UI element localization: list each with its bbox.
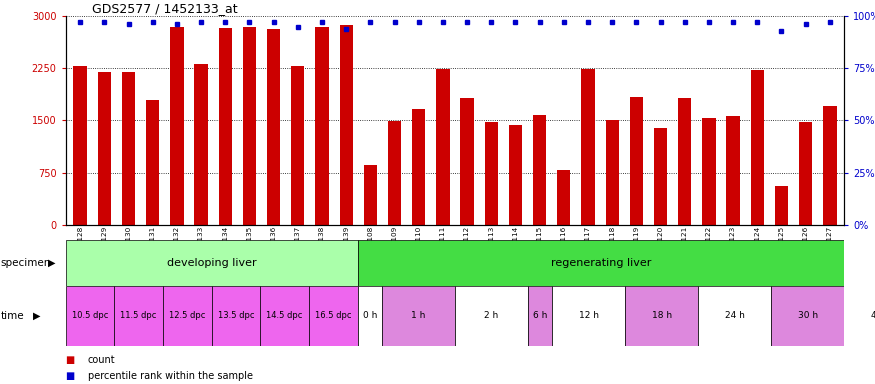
Bar <box>358 240 844 286</box>
Bar <box>194 64 207 225</box>
Text: percentile rank within the sample: percentile rank within the sample <box>88 371 253 381</box>
Bar <box>485 122 498 225</box>
Bar <box>844 286 875 346</box>
Bar <box>460 98 473 225</box>
Bar <box>508 124 522 225</box>
Text: 11.5 dpc: 11.5 dpc <box>121 311 157 320</box>
Bar <box>772 286 844 346</box>
Bar <box>66 240 358 286</box>
Text: 12 h: 12 h <box>579 311 598 320</box>
Text: ■: ■ <box>66 355 75 365</box>
Bar <box>799 122 812 225</box>
Bar <box>122 73 135 225</box>
Text: GDS2577 / 1452133_at: GDS2577 / 1452133_at <box>92 2 237 15</box>
Text: 18 h: 18 h <box>652 311 672 320</box>
Bar <box>382 286 455 346</box>
Bar <box>581 69 595 225</box>
Bar <box>115 286 163 346</box>
Text: 14.5 dpc: 14.5 dpc <box>267 311 303 320</box>
Bar <box>630 97 643 225</box>
Text: 13.5 dpc: 13.5 dpc <box>218 311 255 320</box>
Bar <box>823 106 836 225</box>
Text: 1 h: 1 h <box>411 311 425 320</box>
Text: 6 h: 6 h <box>533 311 548 320</box>
Bar <box>171 26 184 225</box>
Bar <box>388 121 402 225</box>
Bar <box>98 73 111 225</box>
Text: developing liver: developing liver <box>167 258 256 268</box>
Text: 0 h: 0 h <box>362 311 377 320</box>
Bar <box>703 118 716 225</box>
Bar <box>437 69 450 225</box>
Bar <box>654 128 668 225</box>
Text: 10.5 dpc: 10.5 dpc <box>72 311 108 320</box>
Text: 16.5 dpc: 16.5 dpc <box>315 311 352 320</box>
Bar <box>340 25 353 225</box>
Bar <box>291 66 304 225</box>
Text: 30 h: 30 h <box>798 311 818 320</box>
Text: ▶: ▶ <box>33 311 41 321</box>
Bar <box>678 98 691 225</box>
Text: 2 h: 2 h <box>485 311 499 320</box>
Bar <box>242 27 256 225</box>
Bar <box>146 100 159 225</box>
Text: count: count <box>88 355 116 365</box>
Bar <box>74 66 87 225</box>
Bar <box>212 286 261 346</box>
Bar <box>66 286 115 346</box>
Bar <box>606 121 619 225</box>
Text: 12.5 dpc: 12.5 dpc <box>169 311 206 320</box>
Bar <box>726 116 739 225</box>
Bar <box>364 165 377 225</box>
Bar <box>557 170 570 225</box>
Text: regenerating liver: regenerating liver <box>551 258 651 268</box>
Bar <box>261 286 309 346</box>
Bar <box>412 109 425 225</box>
Text: 48 h: 48 h <box>871 311 875 320</box>
Bar <box>358 286 382 346</box>
Text: 24 h: 24 h <box>724 311 745 320</box>
Bar <box>775 186 788 225</box>
Bar <box>309 286 358 346</box>
Bar <box>455 286 528 346</box>
Bar <box>698 286 772 346</box>
Text: ■: ■ <box>66 371 75 381</box>
Bar <box>533 115 546 225</box>
Text: specimen: specimen <box>1 258 52 268</box>
Bar <box>552 286 626 346</box>
Text: ▶: ▶ <box>48 258 56 268</box>
Bar <box>626 286 698 346</box>
Text: time: time <box>1 311 24 321</box>
Bar <box>163 286 212 346</box>
Bar <box>528 286 552 346</box>
Bar <box>751 70 764 225</box>
Bar <box>315 27 329 225</box>
Bar <box>219 28 232 225</box>
Bar <box>267 29 280 225</box>
